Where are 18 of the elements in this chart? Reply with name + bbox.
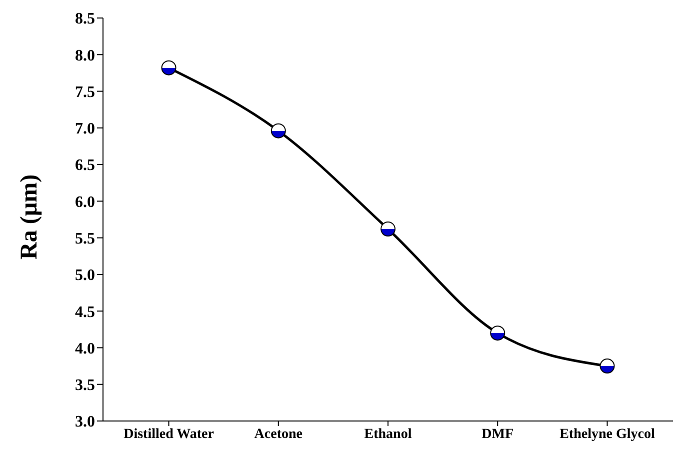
y-tick-label: 7.0 [75,120,95,138]
y-tick-label: 8.0 [75,47,95,64]
y-tick-label: 3.5 [75,377,95,394]
y-tick-label: 6.0 [75,194,95,211]
y-tick-label: 7.5 [75,84,95,101]
y-tick-label: 4.0 [75,340,95,358]
y-tick-label: 3.0 [75,414,95,431]
x-tick-label: Acetone [254,426,302,442]
y-tick-label: 5.5 [75,230,95,248]
y-tick-label: 4.5 [75,304,95,321]
x-tick-label: DMF [482,426,514,442]
x-tick-label: Distilled Water [124,426,214,442]
y-tick-label: 8.5 [75,10,95,28]
y-tick-label: 5.0 [75,267,95,284]
x-tick-label: Ethanol [364,426,412,442]
y-tick-label: 6.5 [75,157,95,174]
x-tick-label: Ethelyne Glycol [560,426,655,442]
y-axis-title: Ra (µm) [16,174,43,260]
